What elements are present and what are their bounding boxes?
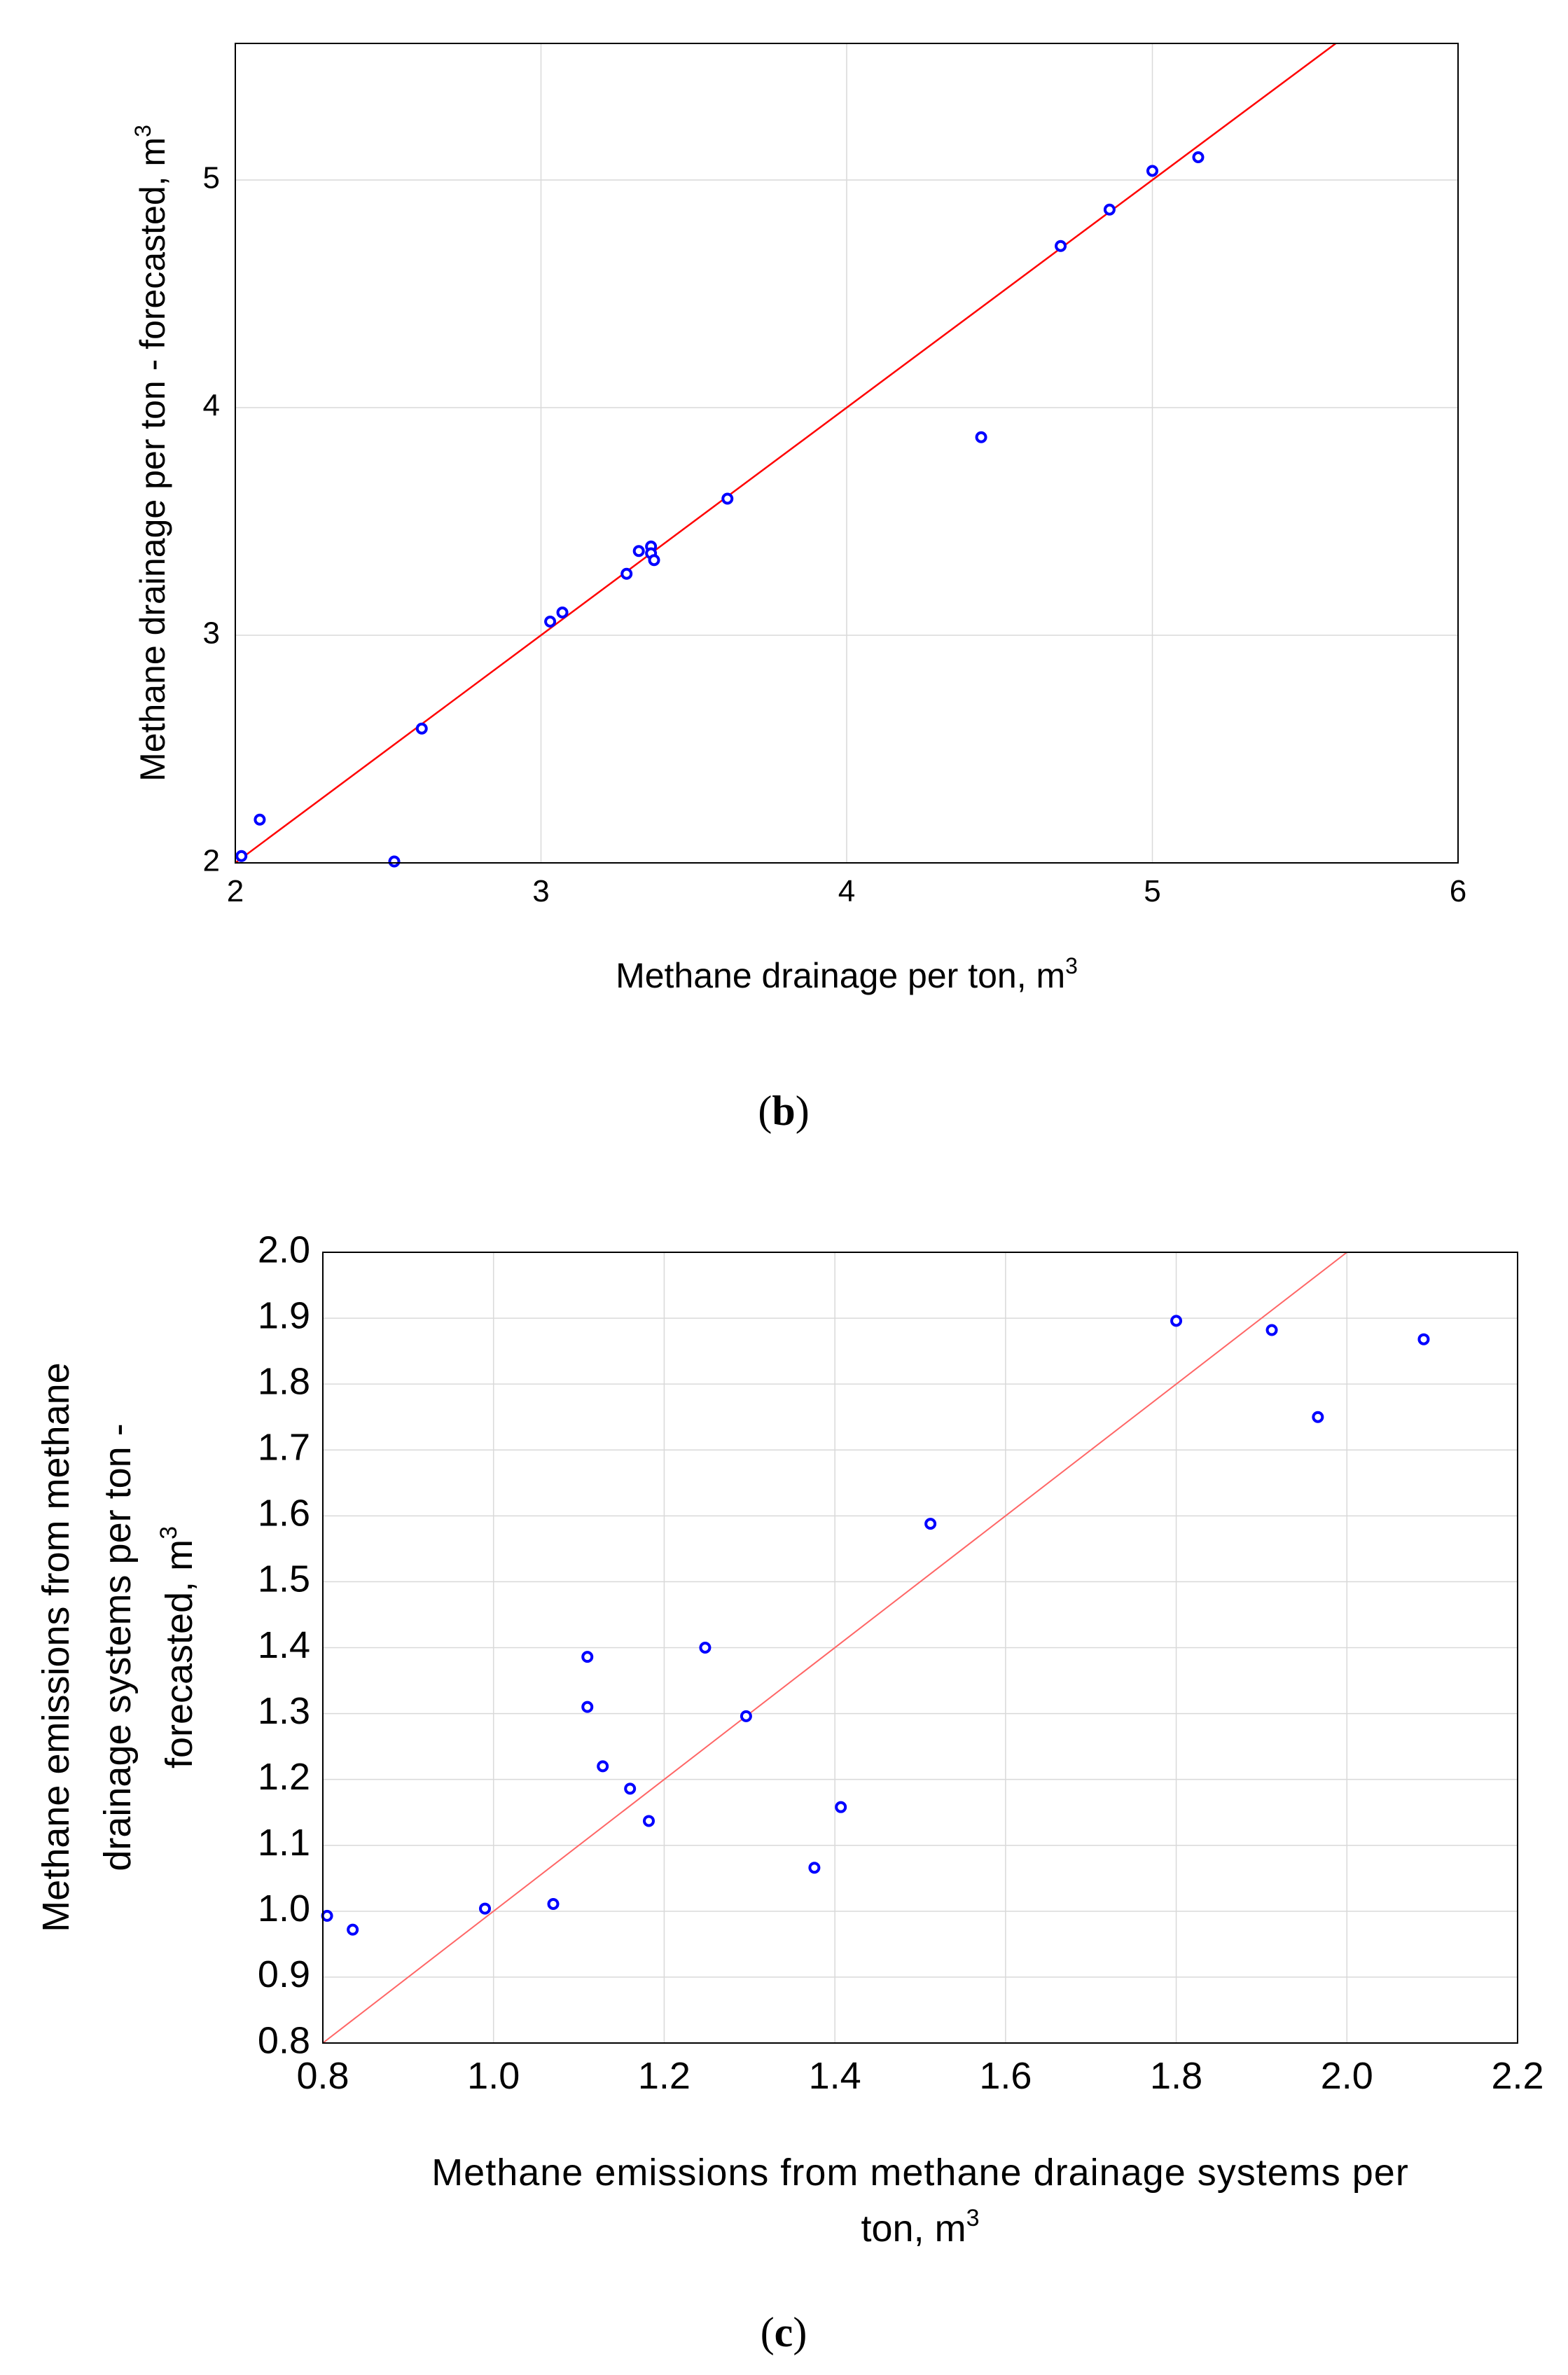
data-point-c-5 [581,1701,594,1713]
panel-label-b: (b) [758,1088,809,1134]
data-point-c-10 [740,1710,752,1722]
y-tick-label-b-1: 3 [203,616,220,651]
y-tick-label-c-2: 1.0 [258,1888,310,1930]
y-tick-label-c-9: 1.7 [258,1427,310,1469]
data-point-c-14 [1170,1315,1183,1327]
y-tick-label-b-3: 5 [203,161,220,195]
data-point-c-13 [924,1518,937,1530]
data-point-b-13 [1055,240,1067,252]
data-point-c-7 [624,1782,637,1795]
y-axis-title-b: Methane drainage per ton - forecasted, m… [130,125,172,782]
data-point-b-5 [556,607,569,618]
x-tick-label-c-0: 0.8 [296,2055,349,2097]
x-tick-labels-b: 2 3 4 5 6 [227,874,1466,908]
data-point-c-11 [808,1862,821,1874]
data-point-c-9 [699,1642,712,1654]
x-tick-label-c-4: 1.6 [979,2055,1032,2097]
gridlines-b [235,43,1458,863]
identity-line-c [322,1252,1347,2044]
x-tick-labels-c: 0.8 1.0 1.2 1.4 1.6 1.8 2.0 2.2 [296,2055,1543,2097]
data-point-b-3 [415,722,428,735]
data-point-b-1 [254,813,266,826]
data-point-b-7 [632,545,645,558]
data-point-c-15 [1265,1324,1278,1336]
x-tick-label-c-5: 1.8 [1150,2055,1202,2097]
data-point-c-1 [347,1923,359,1936]
x-tick-label-b-2: 4 [838,874,855,908]
y-axis-title-c-line3: forecasted, m3 [155,1526,200,1768]
data-point-c-17 [1417,1333,1430,1345]
x-axis-title-b: Methane drainage per ton, m3 [616,953,1078,995]
y-tick-label-c-7: 1.5 [258,1558,310,1600]
x-tick-label-b-0: 2 [227,874,244,908]
y-tick-label-c-3: 1.1 [258,1822,310,1864]
y-tick-label-c-6: 1.4 [258,1624,310,1666]
y-tick-label-c-4: 1.2 [258,1756,310,1798]
data-point-c-2 [479,1902,492,1915]
plot-frame-c [322,1252,1518,2044]
data-points-c [321,1315,1430,1936]
x-tick-label-b-3: 5 [1144,874,1160,908]
panel-label-c: (c) [761,2309,807,2355]
data-points-b [235,151,1205,868]
y-tick-label-c-0: 0.8 [258,2019,310,2061]
y-tick-label-c-8: 1.6 [258,1493,310,1535]
x-tick-label-c-3: 1.4 [809,2055,861,2097]
data-point-b-0 [235,850,248,862]
plot-frame-b [235,43,1459,864]
data-point-b-6 [620,567,633,580]
data-point-c-8 [642,1815,655,1827]
x-tick-label-c-2: 1.2 [638,2055,691,2097]
y-axis-title-c-line2: drainage systems per ton - [97,1423,139,1871]
data-point-c-6 [597,1760,609,1773]
x-axis-title-c-line1: Methane emissions from methane drainage … [431,2152,1409,2194]
data-point-b-4 [544,616,557,628]
y-tick-label-b-2: 4 [203,389,220,423]
data-point-b-15 [1146,165,1158,177]
data-point-b-2 [388,855,401,868]
data-point-c-0 [321,1909,333,1922]
y-tick-label-c-11: 1.9 [258,1294,310,1336]
y-tick-label-c-12: 2.0 [258,1228,310,1270]
x-tick-label-b-1: 3 [532,874,549,908]
data-point-c-12 [835,1801,847,1813]
y-tick-labels-b: 2 3 4 5 [203,161,220,878]
data-point-b-11 [721,492,734,505]
y-tick-labels-c: 0.8 0.9 1.0 1.1 1.2 1.3 1.4 1.5 1.6 1.7 1.8 1.9 2.0 [258,1228,310,2061]
data-point-b-16 [1192,151,1205,163]
data-point-c-4 [581,1651,594,1663]
x-tick-label-c-1: 1.0 [467,2055,520,2097]
x-tick-label-b-4: 6 [1450,874,1466,908]
y-axis-title-c-line1: Methane emissions from methane [35,1362,77,1932]
chart-panel-c: 0.8 1.0 1.2 1.4 1.6 1.8 2.0 2.2 0.8 0.9 1.0 1.1 1.2… [35,1228,1544,2355]
data-point-c-16 [1312,1411,1324,1423]
x-tick-label-c-6: 2.0 [1321,2055,1373,2097]
data-point-b-14 [1103,203,1116,216]
y-tick-label-b-0: 2 [203,844,220,878]
data-point-c-3 [547,1897,560,1910]
y-tick-label-c-1: 0.9 [258,1953,310,1995]
x-axis-title-c-line2: ton, m3 [861,2205,980,2250]
data-point-b-10 [648,554,660,567]
y-tick-label-c-5: 1.3 [258,1690,310,1732]
x-tick-label-c-7: 2.2 [1491,2055,1543,2097]
data-point-b-12 [975,431,987,443]
y-tick-label-c-10: 1.8 [258,1360,310,1402]
